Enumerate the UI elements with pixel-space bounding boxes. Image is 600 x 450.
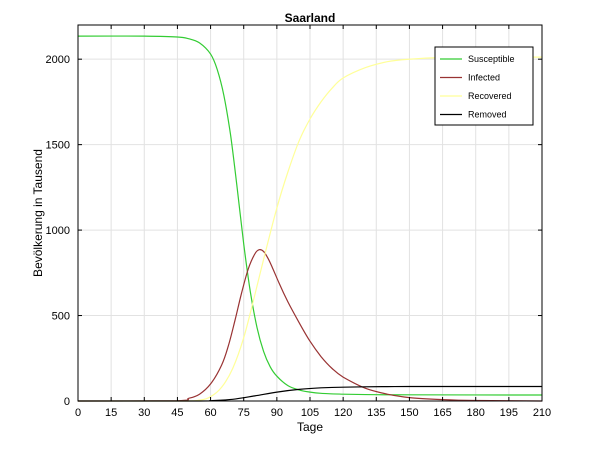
y-tick-label: 2000: [46, 54, 70, 66]
x-tick-label: 45: [171, 407, 183, 419]
x-tick-label: 105: [301, 407, 319, 419]
legend-label-susceptible: Susceptible: [468, 54, 515, 64]
x-tick-label: 180: [467, 407, 485, 419]
x-tick-label: 150: [400, 407, 418, 419]
x-tick-label: 165: [433, 407, 451, 419]
y-tick-label: 1000: [46, 225, 70, 237]
x-tick-label: 195: [500, 407, 518, 419]
x-tick-label: 210: [533, 407, 551, 419]
x-tick-label: 120: [334, 407, 352, 419]
x-tick-label: 30: [138, 407, 150, 419]
chart-title: Saarland: [285, 11, 336, 25]
y-tick-label: 0: [64, 396, 70, 408]
x-tick-label: 0: [75, 407, 81, 419]
series-line-recovered: [78, 56, 542, 402]
y-axis-label: Bevölkerung in Tausend: [31, 149, 45, 277]
series-line-infected: [77, 249, 543, 402]
legend-label-infected: Infected: [468, 73, 500, 83]
series-line-susceptible: [77, 35, 543, 396]
x-tick-label: 15: [105, 407, 117, 419]
x-tick-label: 135: [367, 407, 385, 419]
legend-label-recovered: Recovered: [468, 91, 512, 101]
y-tick-label: 1500: [46, 140, 70, 152]
x-tick-label: 60: [204, 407, 216, 419]
x-tick-label: 90: [271, 407, 283, 419]
x-axis-label: Tage: [297, 420, 323, 434]
legend-box: [434, 46, 534, 126]
axis-ticks: 0 15 30 45 60 75 90 105 120 135 150 165 180 195 210 0 50…: [46, 25, 551, 419]
legend: Susceptible Infected Recovered Removed: [434, 46, 534, 126]
x-tick-label: 75: [238, 407, 250, 419]
legend-label-removed: Removed: [468, 110, 507, 120]
y-tick-label: 500: [52, 311, 70, 323]
